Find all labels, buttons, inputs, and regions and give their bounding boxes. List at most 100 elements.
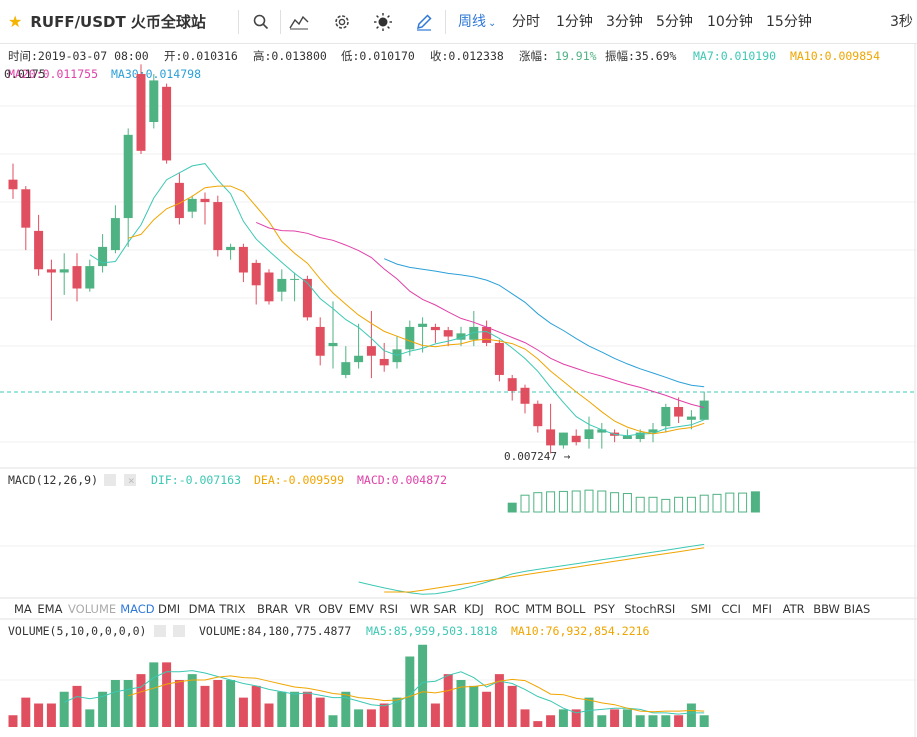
period-1min[interactable]: 1分钟: [556, 14, 593, 30]
volume-bar: [507, 685, 517, 727]
settings-icon[interactable]: [104, 474, 116, 486]
tab-vr[interactable]: VR: [295, 602, 311, 616]
period-10min[interactable]: 10分钟: [707, 14, 753, 30]
tab-stochrsi[interactable]: StochRSI: [624, 602, 675, 616]
tab-mtm[interactable]: MTM: [525, 602, 552, 616]
candle-body: [558, 432, 568, 446]
indicator-icon[interactable]: [286, 0, 312, 44]
settings-icon[interactable]: [154, 625, 166, 637]
volume-bar: [392, 697, 402, 727]
tab-ema[interactable]: EMA: [37, 602, 62, 616]
info-change-label: 涨幅:: [519, 49, 549, 63]
candle: [315, 317, 325, 366]
period-3min[interactable]: 3分钟: [606, 14, 643, 30]
tab-cci[interactable]: CCI: [721, 602, 740, 616]
symbol-selector[interactable]: ★ RUFF/USDT 火币全球站: [8, 0, 206, 44]
candle-body: [72, 266, 82, 289]
volume-bar: [405, 656, 415, 727]
candle-body: [674, 406, 684, 417]
divider: [238, 10, 239, 34]
tab-boll[interactable]: BOLL: [556, 602, 586, 616]
candle: [571, 429, 581, 446]
volume-bar: [610, 709, 620, 727]
info-close: 收:0.012338: [430, 49, 504, 63]
candle-body: [366, 346, 376, 356]
candle: [187, 195, 197, 219]
volume-bar: [226, 680, 236, 727]
volume-bar: [59, 691, 69, 727]
macd-histogram-bar: [686, 496, 696, 513]
theme-icon[interactable]: [370, 0, 396, 44]
star-icon[interactable]: ★: [8, 12, 23, 31]
kline-chart[interactable]: 时间:2019-03-07 08:00 开:0.010316 高:0.01380…: [0, 44, 917, 737]
candle-body: [162, 86, 172, 161]
volume-bar: [34, 703, 44, 727]
candle-body: [136, 74, 146, 151]
volume-bar: [328, 715, 338, 727]
search-icon[interactable]: [248, 0, 274, 44]
volume-bar: [456, 680, 466, 727]
candle-body: [635, 432, 645, 439]
volume-bar: [354, 709, 364, 727]
tab-atr[interactable]: ATR: [783, 602, 805, 616]
macd-histogram-bar: [558, 490, 568, 513]
period-15min[interactable]: 15分钟: [766, 14, 812, 30]
tab-macd[interactable]: MACD: [120, 602, 155, 616]
draw-icon[interactable]: [411, 0, 437, 44]
candle-body: [469, 326, 479, 340]
tab-emv[interactable]: EMV: [349, 602, 374, 616]
tab-bbw[interactable]: BBW: [813, 602, 840, 616]
tab-psy[interactable]: PSY: [594, 602, 616, 616]
close-icon[interactable]: [173, 625, 185, 637]
candle-body: [456, 333, 466, 340]
candle: [648, 422, 658, 443]
period-timeline[interactable]: 分时: [512, 14, 540, 30]
volume-bar: [520, 709, 530, 727]
candle-body: [21, 189, 31, 228]
candle: [8, 163, 18, 199]
tab-roc[interactable]: ROC: [495, 602, 520, 616]
candle-body: [264, 272, 274, 302]
tab-ma[interactable]: MA: [14, 602, 32, 616]
candle-body: [533, 403, 543, 427]
macd-title: MACD(12,26,9): [8, 473, 98, 487]
symbol-label: RUFF/USDT 火币全球站: [30, 13, 206, 31]
moving-average-lines: [89, 163, 705, 437]
volume-ma10: MA10:76,932,854.2216: [511, 624, 650, 638]
gear-icon[interactable]: [329, 0, 355, 44]
candle: [290, 272, 300, 302]
candle: [699, 391, 709, 420]
candle-body: [110, 218, 120, 251]
macd-legend: MACD(12,26,9) × DIF:-0.007163 DEA:-0.009…: [8, 473, 447, 487]
candle: [59, 253, 69, 295]
refresh-interval[interactable]: 3秒: [890, 14, 913, 30]
tab-brar[interactable]: BRAR: [257, 602, 288, 616]
info-time: 时间:2019-03-07 08:00: [8, 49, 149, 63]
tab-smi[interactable]: SMI: [691, 602, 712, 616]
tab-rsi[interactable]: RSI: [379, 602, 398, 616]
tab-bias[interactable]: BIAS: [844, 602, 870, 616]
candle: [405, 320, 415, 356]
tab-kdj[interactable]: KDJ: [464, 602, 484, 616]
tab-mfi[interactable]: MFI: [752, 602, 772, 616]
tab-trix[interactable]: TRIX: [218, 602, 245, 616]
tab-dma[interactable]: DMA: [189, 602, 216, 616]
tab-sar[interactable]: SAR: [433, 602, 456, 616]
tab-obv[interactable]: OBV: [318, 602, 343, 616]
period-5min[interactable]: 5分钟: [656, 14, 693, 30]
candle: [238, 243, 248, 283]
volume-bar: [533, 721, 543, 727]
tab-dmi[interactable]: DMI: [158, 602, 180, 616]
tab-volume[interactable]: VOLUME: [68, 602, 116, 616]
period-week[interactable]: 周线 ⌄: [458, 0, 496, 44]
tab-wr[interactable]: WR: [410, 602, 429, 616]
close-icon[interactable]: [124, 474, 136, 486]
close-glyph: ×: [128, 474, 135, 487]
candle-body: [648, 429, 658, 433]
volume-bar: [264, 703, 274, 727]
ma30-line: [384, 258, 705, 388]
candle: [610, 429, 620, 443]
info-ma30: MA30:0.014798: [111, 67, 201, 81]
volume-bar: [251, 685, 261, 727]
candle: [123, 128, 133, 247]
